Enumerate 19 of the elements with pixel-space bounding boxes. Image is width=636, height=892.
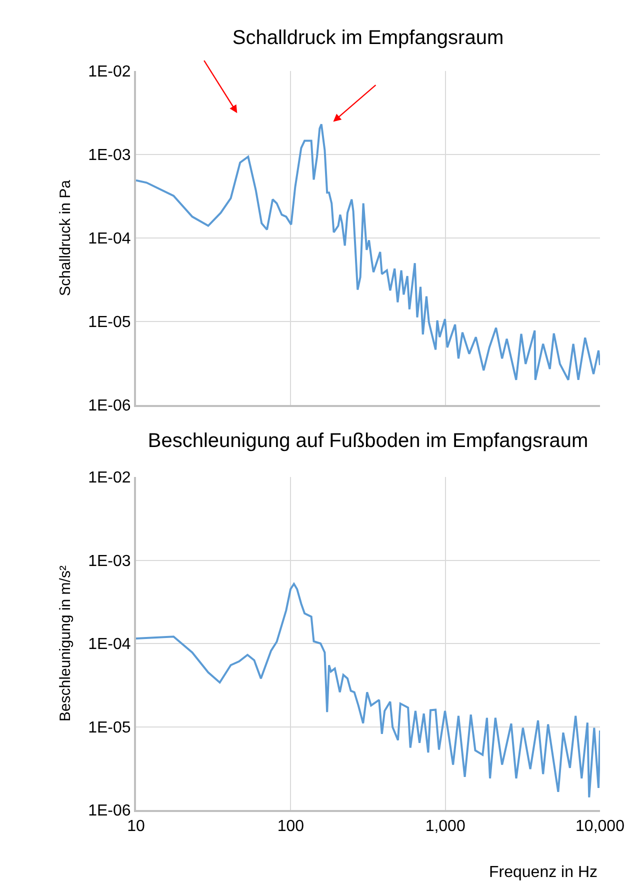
y-tick-label: 1E-02 (88, 470, 131, 487)
chart-title: Schalldruck im Empfangsraum (232, 27, 504, 49)
y-tick-label: 1E-06 (88, 398, 131, 415)
y-tick-label: 1E-04 (88, 636, 131, 654)
x-tick-label: 10 (127, 818, 145, 836)
chart-title: Beschleunigung auf Fußboden im Empfangsraum (148, 430, 588, 452)
y-axis-title: Beschleunigung in m/s² (56, 566, 74, 722)
x-tick-label: 1,000 (425, 818, 466, 836)
y-tick-label: 1E-06 (88, 802, 131, 820)
y-tick-label: 1E-05 (88, 719, 131, 736)
x-tick-label: 10,000 (576, 818, 625, 836)
x-axis-title: Frequenz in Hz (489, 864, 598, 881)
y-tick-label: 1E-04 (88, 230, 131, 248)
y-tick-label: 1E-02 (88, 64, 131, 81)
x-tick-label: 100 (277, 818, 304, 836)
y-tick-label: 1E-03 (88, 147, 131, 164)
y-tick-label: 1E-05 (88, 314, 131, 332)
y-tick-label: 1E-03 (88, 552, 131, 570)
y-axis-title: Schalldruck in Pa (56, 179, 74, 296)
